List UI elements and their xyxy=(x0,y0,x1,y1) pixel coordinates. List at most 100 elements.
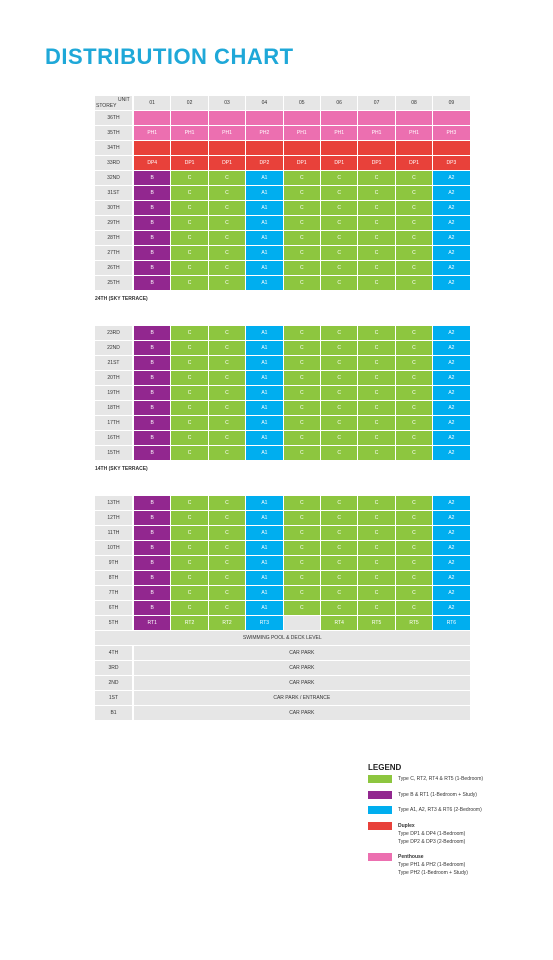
unit-cell: C xyxy=(321,276,358,290)
unit-cell: A1 xyxy=(246,541,283,555)
unit-cell: C xyxy=(283,371,320,385)
unit-cell xyxy=(208,111,246,125)
unit-cell: C xyxy=(208,171,246,185)
unit-cell: C xyxy=(171,231,208,245)
unit-cell: RT6 xyxy=(433,616,470,630)
unit-cell: C xyxy=(358,571,395,585)
unit-cell xyxy=(134,111,171,125)
unit-cell: RT5 xyxy=(395,616,433,630)
storey-label: 3RD xyxy=(95,661,132,675)
unit-cell xyxy=(283,616,320,630)
unit-cell: C xyxy=(171,356,208,370)
unit-cell: C xyxy=(321,431,358,445)
unit-cell: C xyxy=(395,601,433,615)
unit-cell: C xyxy=(208,416,246,430)
unit-cell: C xyxy=(171,526,208,540)
unit-cell: C xyxy=(395,216,433,230)
storey-label: 35TH xyxy=(95,126,132,140)
unit-cell: C xyxy=(395,371,433,385)
unit-header: 05 xyxy=(283,96,320,110)
unit-cell: B xyxy=(134,326,171,340)
unit-cell: C xyxy=(358,541,395,555)
unit-cell: A2 xyxy=(433,446,470,460)
unit-cell: C xyxy=(395,201,433,215)
unit-cell: C xyxy=(208,231,246,245)
unit-cell: C xyxy=(171,386,208,400)
legend-text: Type C, RT2, RT4 & RT5 (1-Bedroom) xyxy=(398,776,484,782)
unit-cell: A2 xyxy=(433,371,470,385)
storey-label: 30TH xyxy=(95,201,132,215)
unit-header: 07 xyxy=(358,96,395,110)
storey-label: 25TH xyxy=(95,276,132,290)
unit-cell: C xyxy=(283,541,320,555)
storey-label: 17TH xyxy=(95,416,132,430)
unit-cell: C xyxy=(171,246,208,260)
unit-cell: C xyxy=(321,601,358,615)
unit-cell: C xyxy=(321,341,358,355)
unit-cell: A2 xyxy=(433,496,470,510)
unit-cell: DP1 xyxy=(283,156,320,170)
unit-cell: A1 xyxy=(246,386,283,400)
legend-text: Type B & RT1 (1-Bedroom + Study) xyxy=(398,791,477,798)
unit-cell: C xyxy=(171,541,208,555)
unit-cell: C xyxy=(171,571,208,585)
unit-cell: A1 xyxy=(246,246,283,260)
unit-cell xyxy=(246,141,283,155)
unit-cell: A1 xyxy=(246,416,283,430)
unit-cell: B xyxy=(134,276,171,290)
floor-use: CAR PARK / ENTRANCE xyxy=(134,691,470,705)
storey-label: 12TH xyxy=(95,511,132,525)
unit-cell xyxy=(358,141,395,155)
unit-cell: B xyxy=(134,171,171,185)
storey-label: 2ND xyxy=(95,676,132,690)
unit-cell: C xyxy=(395,431,433,445)
unit-cell: C xyxy=(208,356,246,370)
unit-cell xyxy=(283,111,320,125)
unit-cell: C xyxy=(171,496,208,510)
unit-cell: B xyxy=(134,586,171,600)
unit-cell: A1 xyxy=(246,526,283,540)
unit-cell: C xyxy=(171,586,208,600)
unit-cell: B xyxy=(134,386,171,400)
unit-cell: B xyxy=(134,401,171,415)
unit-cell: C xyxy=(171,201,208,215)
legend-text: Type DP1 & DP4 (1-Bedroom) xyxy=(398,830,466,837)
unit-cell: PH1 xyxy=(283,126,320,140)
unit-cell: C xyxy=(208,186,246,200)
floor-use: CAR PARK xyxy=(134,706,470,720)
unit-cell: DP1 xyxy=(395,156,433,170)
section-heading: 14TH (SKY TERRACE) xyxy=(95,466,148,472)
unit-cell: PH1 xyxy=(171,126,208,140)
unit-cell: C xyxy=(358,401,395,415)
unit-cell: C xyxy=(171,401,208,415)
corner-bottom: STOREY xyxy=(96,103,117,109)
unit-cell: RT2 xyxy=(208,616,246,630)
unit-cell: A2 xyxy=(433,341,470,355)
unit-cell: C xyxy=(208,341,246,355)
unit-cell xyxy=(208,141,246,155)
unit-cell: C xyxy=(283,571,320,585)
unit-cell: A1 xyxy=(246,276,283,290)
storey-label: 26TH xyxy=(95,261,132,275)
unit-cell: DP1 xyxy=(321,156,358,170)
unit-cell: A1 xyxy=(246,231,283,245)
legend-swatch xyxy=(368,775,392,783)
unit-cell: C xyxy=(395,511,433,525)
unit-cell: C xyxy=(358,186,395,200)
unit-cell: C xyxy=(321,246,358,260)
unit-cell: C xyxy=(283,276,320,290)
unit-cell xyxy=(321,141,358,155)
unit-cell: C xyxy=(283,556,320,570)
storey-label: 7TH xyxy=(95,586,132,600)
unit-cell xyxy=(395,141,433,155)
unit-cell: C xyxy=(208,571,246,585)
unit-cell: C xyxy=(395,276,433,290)
unit-cell: A2 xyxy=(433,511,470,525)
unit-cell: C xyxy=(321,556,358,570)
unit-cell: A1 xyxy=(246,401,283,415)
unit-cell: B xyxy=(134,356,171,370)
unit-cell: A2 xyxy=(433,356,470,370)
unit-cell: A1 xyxy=(246,171,283,185)
legend-text: Type PH2 (1-Bedroom + Study) xyxy=(398,869,468,876)
storey-label: 36TH xyxy=(95,111,132,125)
